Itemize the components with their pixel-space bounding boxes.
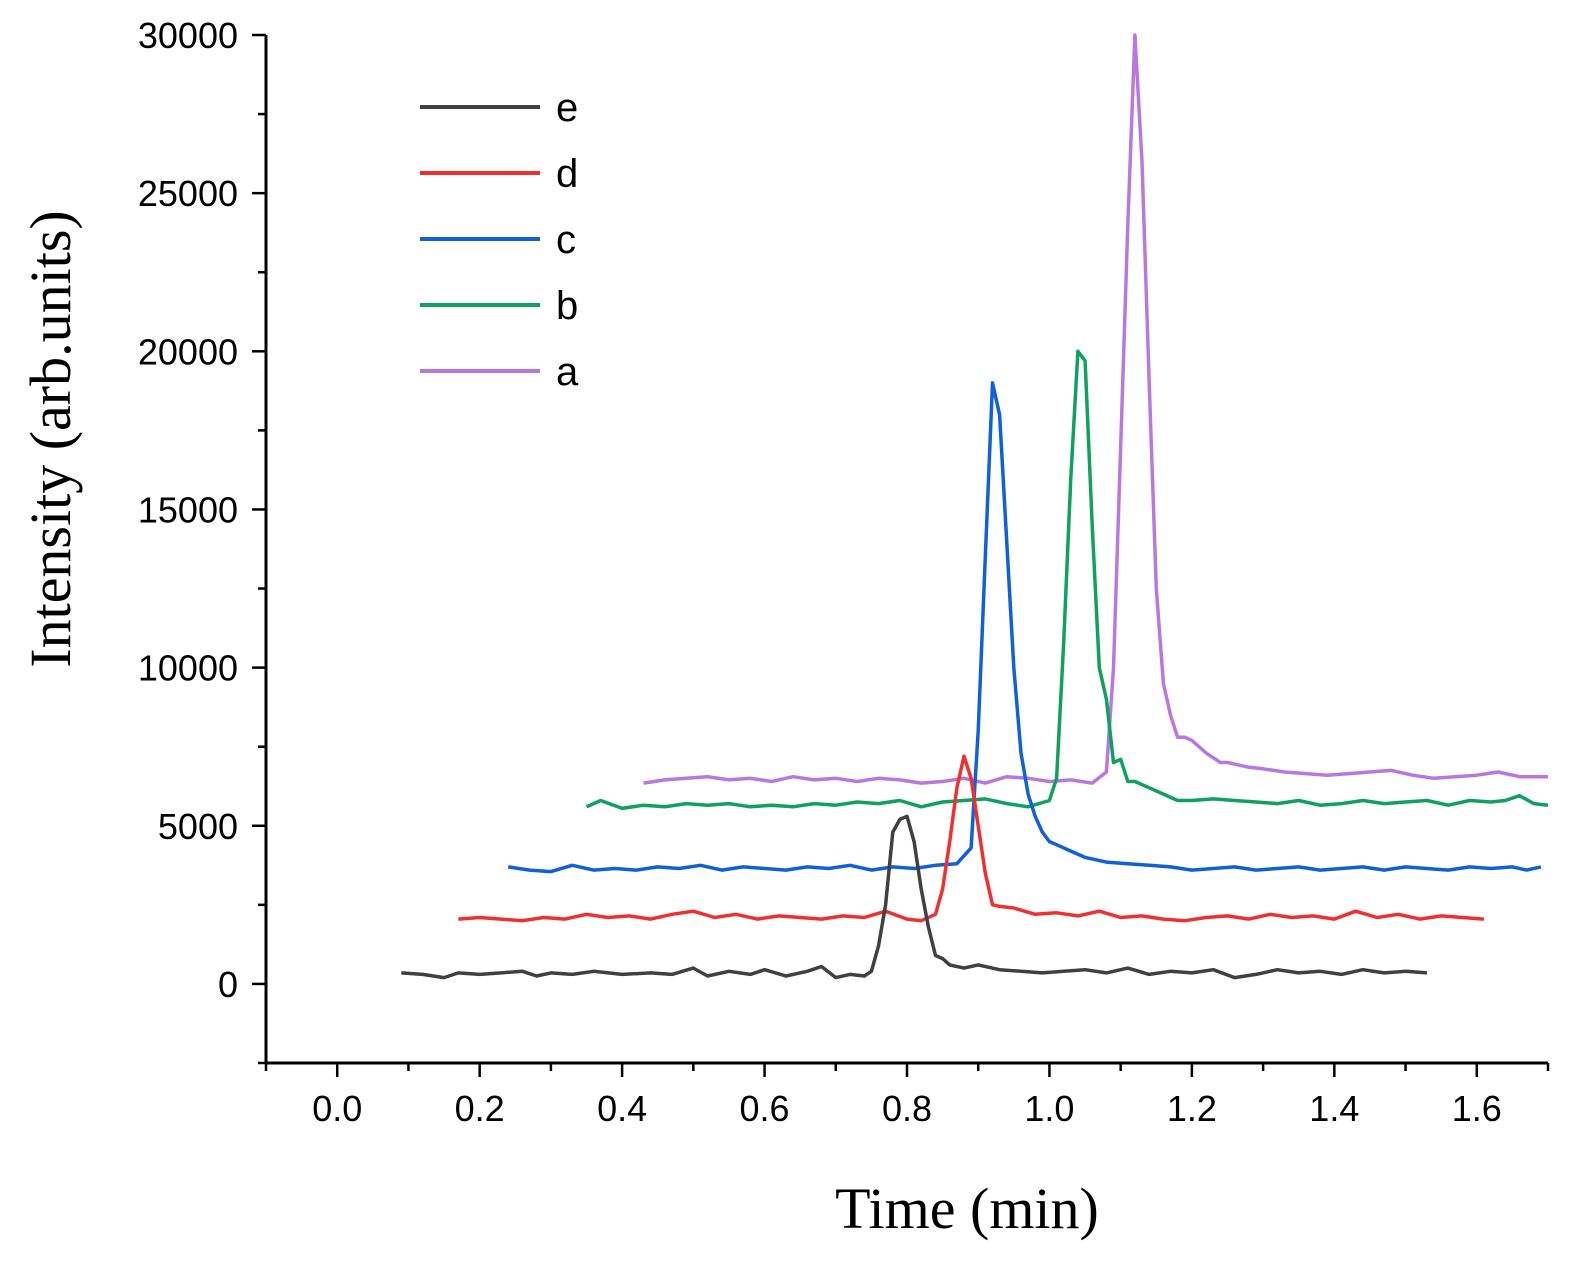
legend-label-c: c (556, 218, 576, 262)
x-tick-label: 0.0 (312, 1088, 362, 1129)
y-tick-label: 25000 (138, 173, 238, 214)
legend-label-b: b (556, 284, 578, 328)
x-tick-label: 1.4 (1309, 1088, 1359, 1129)
x-tick-label: 0.2 (455, 1088, 505, 1129)
series-line-c (507, 381, 1542, 874)
x-axis-ticks: 0.0 0.2 0.4 0.6 0.8 1.0 1.2 1.4 1.6 (264, 1063, 1550, 1129)
x-axis-title: Time (min) (835, 1176, 1099, 1241)
x-tick-label: 1.0 (1024, 1088, 1074, 1129)
series-line-d (458, 754, 1485, 923)
y-tick-label: 15000 (138, 489, 238, 530)
x-tick-label: 1.6 (1452, 1088, 1502, 1129)
legend-label-d: d (556, 152, 578, 196)
x-tick-label: 0.4 (597, 1088, 647, 1129)
series-lines (401, 33, 1549, 980)
y-tick-label: 20000 (138, 331, 238, 372)
series-line-e (401, 814, 1428, 980)
legend-label-a: a (556, 350, 579, 394)
series-line-b (585, 349, 1549, 811)
legend-label-e: e (556, 86, 578, 130)
x-tick-label: 0.8 (882, 1088, 932, 1129)
x-tick-label: 1.2 (1167, 1088, 1217, 1129)
x-tick-label: 0.6 (740, 1088, 790, 1129)
y-tick-label: 10000 (138, 648, 238, 689)
y-axis-title: Intensity (arb.units) (18, 210, 83, 667)
y-axis-ticks: 0 5000 10000 15000 20000 25000 30000 (138, 15, 266, 1065)
y-tick-label: 5000 (158, 806, 238, 847)
y-tick-label: 30000 (138, 15, 238, 56)
series-line-a (643, 33, 1548, 785)
y-tick-label: 0 (218, 964, 238, 1005)
